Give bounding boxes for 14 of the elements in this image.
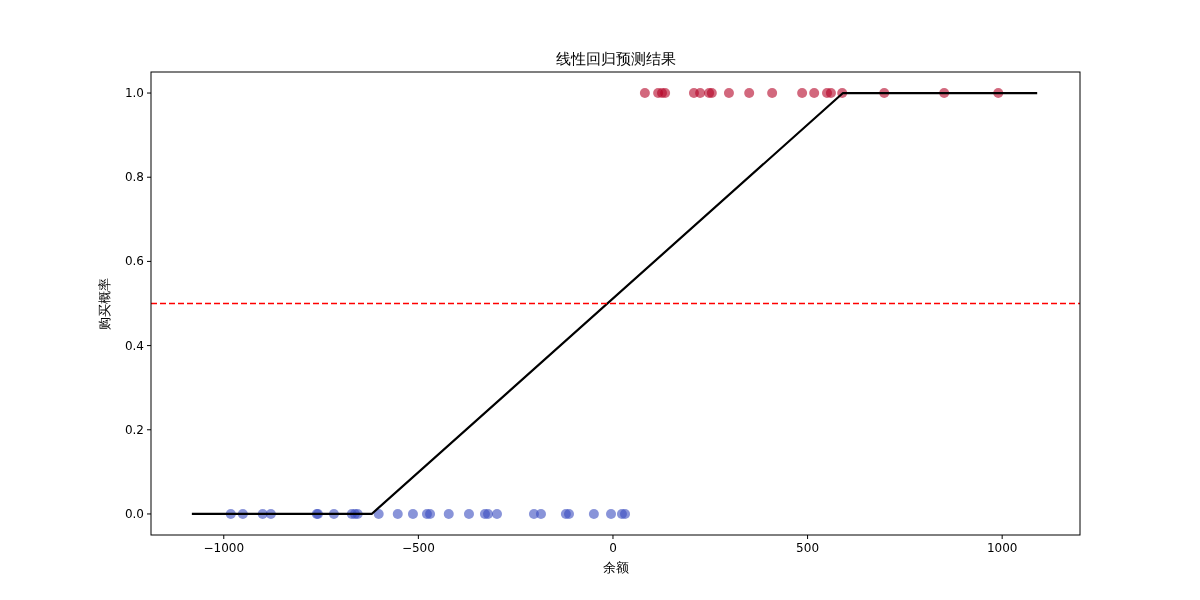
- y-tick-label: 0.6: [124, 254, 144, 269]
- x-tick-label: 1000: [986, 541, 1018, 555]
- x-tick-label: 500: [796, 541, 820, 555]
- y-tick-label: 0.8: [124, 170, 144, 185]
- chart-title: 线性回归预测结果: [555, 50, 676, 68]
- x-axis-title: 余额: [602, 560, 629, 575]
- y-tick-label: 0.2: [124, 422, 144, 437]
- y-tick-label: 0.0: [124, 506, 144, 521]
- x-tick-label: −500: [401, 541, 435, 555]
- y-tick-label: 0.4: [124, 338, 144, 353]
- y-axis-title: 购买概率: [97, 277, 112, 330]
- y-tick-label: 1.0: [124, 86, 144, 101]
- x-tick-label: 0: [609, 541, 617, 555]
- x-tick-label: −1000: [203, 541, 245, 555]
